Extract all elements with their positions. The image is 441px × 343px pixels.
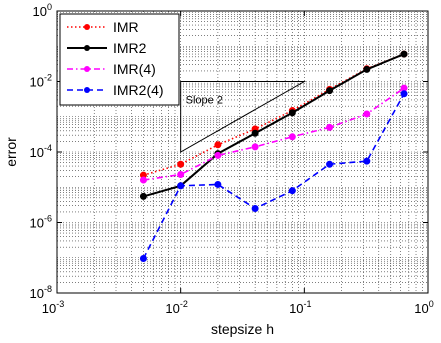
data-point	[288, 187, 296, 195]
slope-label: Slope 2	[186, 95, 223, 107]
series-imr2-4-	[139, 90, 408, 263]
data-point	[400, 90, 408, 98]
data-point	[400, 50, 408, 58]
y-tick-label: 100	[33, 2, 52, 19]
legend-label: IMR2	[113, 40, 147, 56]
data-point	[214, 151, 222, 159]
data-point	[363, 157, 371, 165]
legend-marker	[84, 24, 90, 30]
data-point	[288, 133, 296, 141]
data-point	[251, 129, 259, 137]
legend-marker	[84, 45, 90, 51]
series-line	[143, 53, 405, 198]
legend-label: IMR2(4)	[113, 82, 164, 98]
data-point	[326, 160, 334, 168]
data-point	[139, 176, 147, 184]
legend-marker	[84, 87, 90, 93]
x-tick-label: 10-1	[289, 299, 311, 316]
legend: IMR IMR2 IMR(4) IMR2(4)	[59, 13, 180, 106]
legend-marker	[84, 66, 90, 72]
axis-ticks: 10-3 10-2 10-1 100 10-8 10-6 10-4 10-2 100	[30, 2, 434, 316]
x-axis-label: stepsize h	[211, 321, 274, 337]
legend-label: IMR	[113, 19, 139, 35]
legend-box	[59, 13, 180, 106]
data-point	[139, 255, 147, 263]
data-point	[363, 110, 371, 118]
series-line	[142, 93, 405, 259]
data-point	[177, 170, 185, 178]
y-tick-label: 10-6	[30, 214, 52, 231]
slope-annotation: Slope 2	[180, 81, 307, 153]
data-point	[326, 87, 334, 95]
y-tick-label: 10-8	[30, 284, 52, 301]
x-tick-label: 100	[414, 299, 433, 316]
data-point	[363, 65, 371, 73]
grid	[57, 11, 428, 293]
data-point	[251, 204, 259, 212]
data-point	[326, 123, 334, 131]
legend-label: IMR(4)	[113, 61, 156, 77]
x-tick-label: 10-3	[42, 299, 64, 316]
series-imr-4-	[139, 84, 408, 184]
data-point	[177, 160, 185, 168]
data-point	[400, 84, 408, 92]
slope-triangle	[180, 81, 307, 153]
data-point	[214, 180, 222, 188]
series-imr2	[139, 50, 408, 200]
y-tick-label: 10-4	[30, 143, 52, 160]
data-point	[288, 109, 296, 117]
x-tick-label: 10-2	[165, 299, 187, 316]
y-axis-label: error	[3, 137, 19, 167]
data-point	[251, 143, 259, 151]
data-point	[214, 141, 222, 149]
series	[139, 50, 408, 263]
data-point	[139, 192, 147, 200]
series-line	[143, 87, 405, 181]
y-tick-label: 10-2	[30, 73, 52, 90]
data-point	[177, 182, 185, 190]
